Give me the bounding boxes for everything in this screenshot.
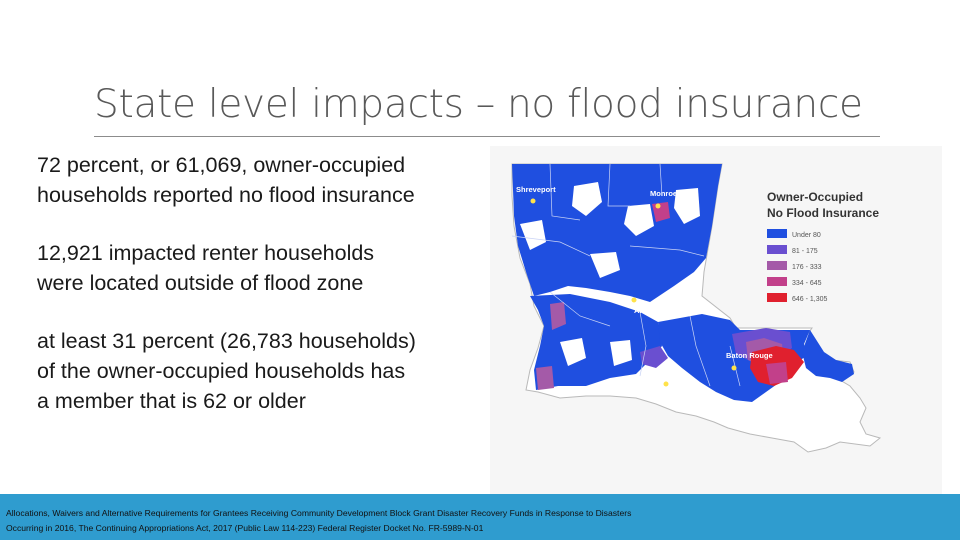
city-label-alexandria: Alexandria (634, 306, 673, 315)
city-dot (731, 365, 737, 371)
footer-bar: Allocations, Waivers and Alternative Req… (0, 494, 960, 540)
legend-label: Under 80 (792, 232, 821, 239)
white-parish (610, 340, 632, 366)
city-label-monroe: Monroe (650, 189, 677, 198)
footer-citation: Allocations, Waivers and Alternative Req… (6, 506, 631, 536)
bullet-line: of the owner-occupied households has (37, 359, 406, 383)
legend-swatch (767, 293, 787, 302)
legend-label: 334 - 645 (792, 280, 822, 287)
zone-purple (536, 366, 554, 390)
bullet-line: a member that is 62 or older (37, 389, 306, 413)
city-dot (663, 381, 669, 387)
white-parish (560, 338, 586, 366)
white-parish (572, 182, 602, 216)
bullet-line: 12,921 impacted renter households (37, 241, 375, 265)
legend-swatch (767, 277, 787, 286)
legend-label: 176 - 333 (792, 264, 822, 271)
city-label-lafayette: Lafayette (660, 373, 693, 382)
white-parish (624, 204, 654, 236)
bullet-no-insurance: 72 percent, or 61,069, owner-occupied ho… (37, 150, 507, 210)
bullet-line: at least 31 percent (26,783 households) (37, 329, 416, 353)
bullet-list: 72 percent, or 61,069, owner-occupied ho… (37, 150, 507, 444)
slide-title: State level impacts – no flood insurance (94, 82, 863, 127)
bullet-renters: 12,921 impacted renter households were l… (37, 238, 507, 298)
legend-label: 646 - 1,305 (792, 296, 828, 303)
white-parish (674, 188, 700, 224)
city-dot (631, 297, 637, 303)
footer-line: Occurring in 2016, The Continuing Approp… (6, 523, 484, 533)
legend-title: No Flood Insurance (767, 206, 879, 220)
bullet-elderly: at least 31 percent (26,783 households) … (37, 326, 507, 416)
legend-title: Owner-Occupied (767, 190, 863, 204)
legend-label: 81 - 175 (792, 248, 818, 255)
footer-line: Allocations, Waivers and Alternative Req… (6, 508, 632, 518)
region-florida-parishes (802, 330, 854, 382)
white-parish (520, 220, 546, 250)
city-label-shreveport: Shreveport (516, 185, 556, 194)
legend-swatch (767, 229, 787, 238)
zone-purple (640, 346, 668, 368)
title-divider (94, 136, 880, 137)
city-labels: Shreveport Monroe Alexandria Baton Rouge… (516, 185, 773, 382)
city-dot (655, 203, 661, 209)
parish-borders (511, 163, 741, 387)
map-legend: Owner-Occupied No Flood Insurance Under … (767, 190, 879, 303)
white-parish (590, 252, 620, 278)
zone-red (766, 362, 788, 384)
zone-purple (550, 302, 566, 330)
region-north (512, 164, 722, 302)
city-dot (530, 198, 536, 204)
bullet-line: 72 percent, or 61,069, owner-occupied (37, 153, 406, 177)
louisiana-map: Shreveport Monroe Alexandria Baton Rouge… (490, 146, 942, 494)
legend-swatch (767, 245, 787, 254)
bullet-line: were located outside of flood zone (37, 271, 364, 295)
legend-swatch (767, 261, 787, 270)
city-markers (530, 198, 737, 387)
city-label-baton-rouge: Baton Rouge (726, 351, 773, 360)
bullet-line: households reported no flood insurance (37, 183, 415, 207)
